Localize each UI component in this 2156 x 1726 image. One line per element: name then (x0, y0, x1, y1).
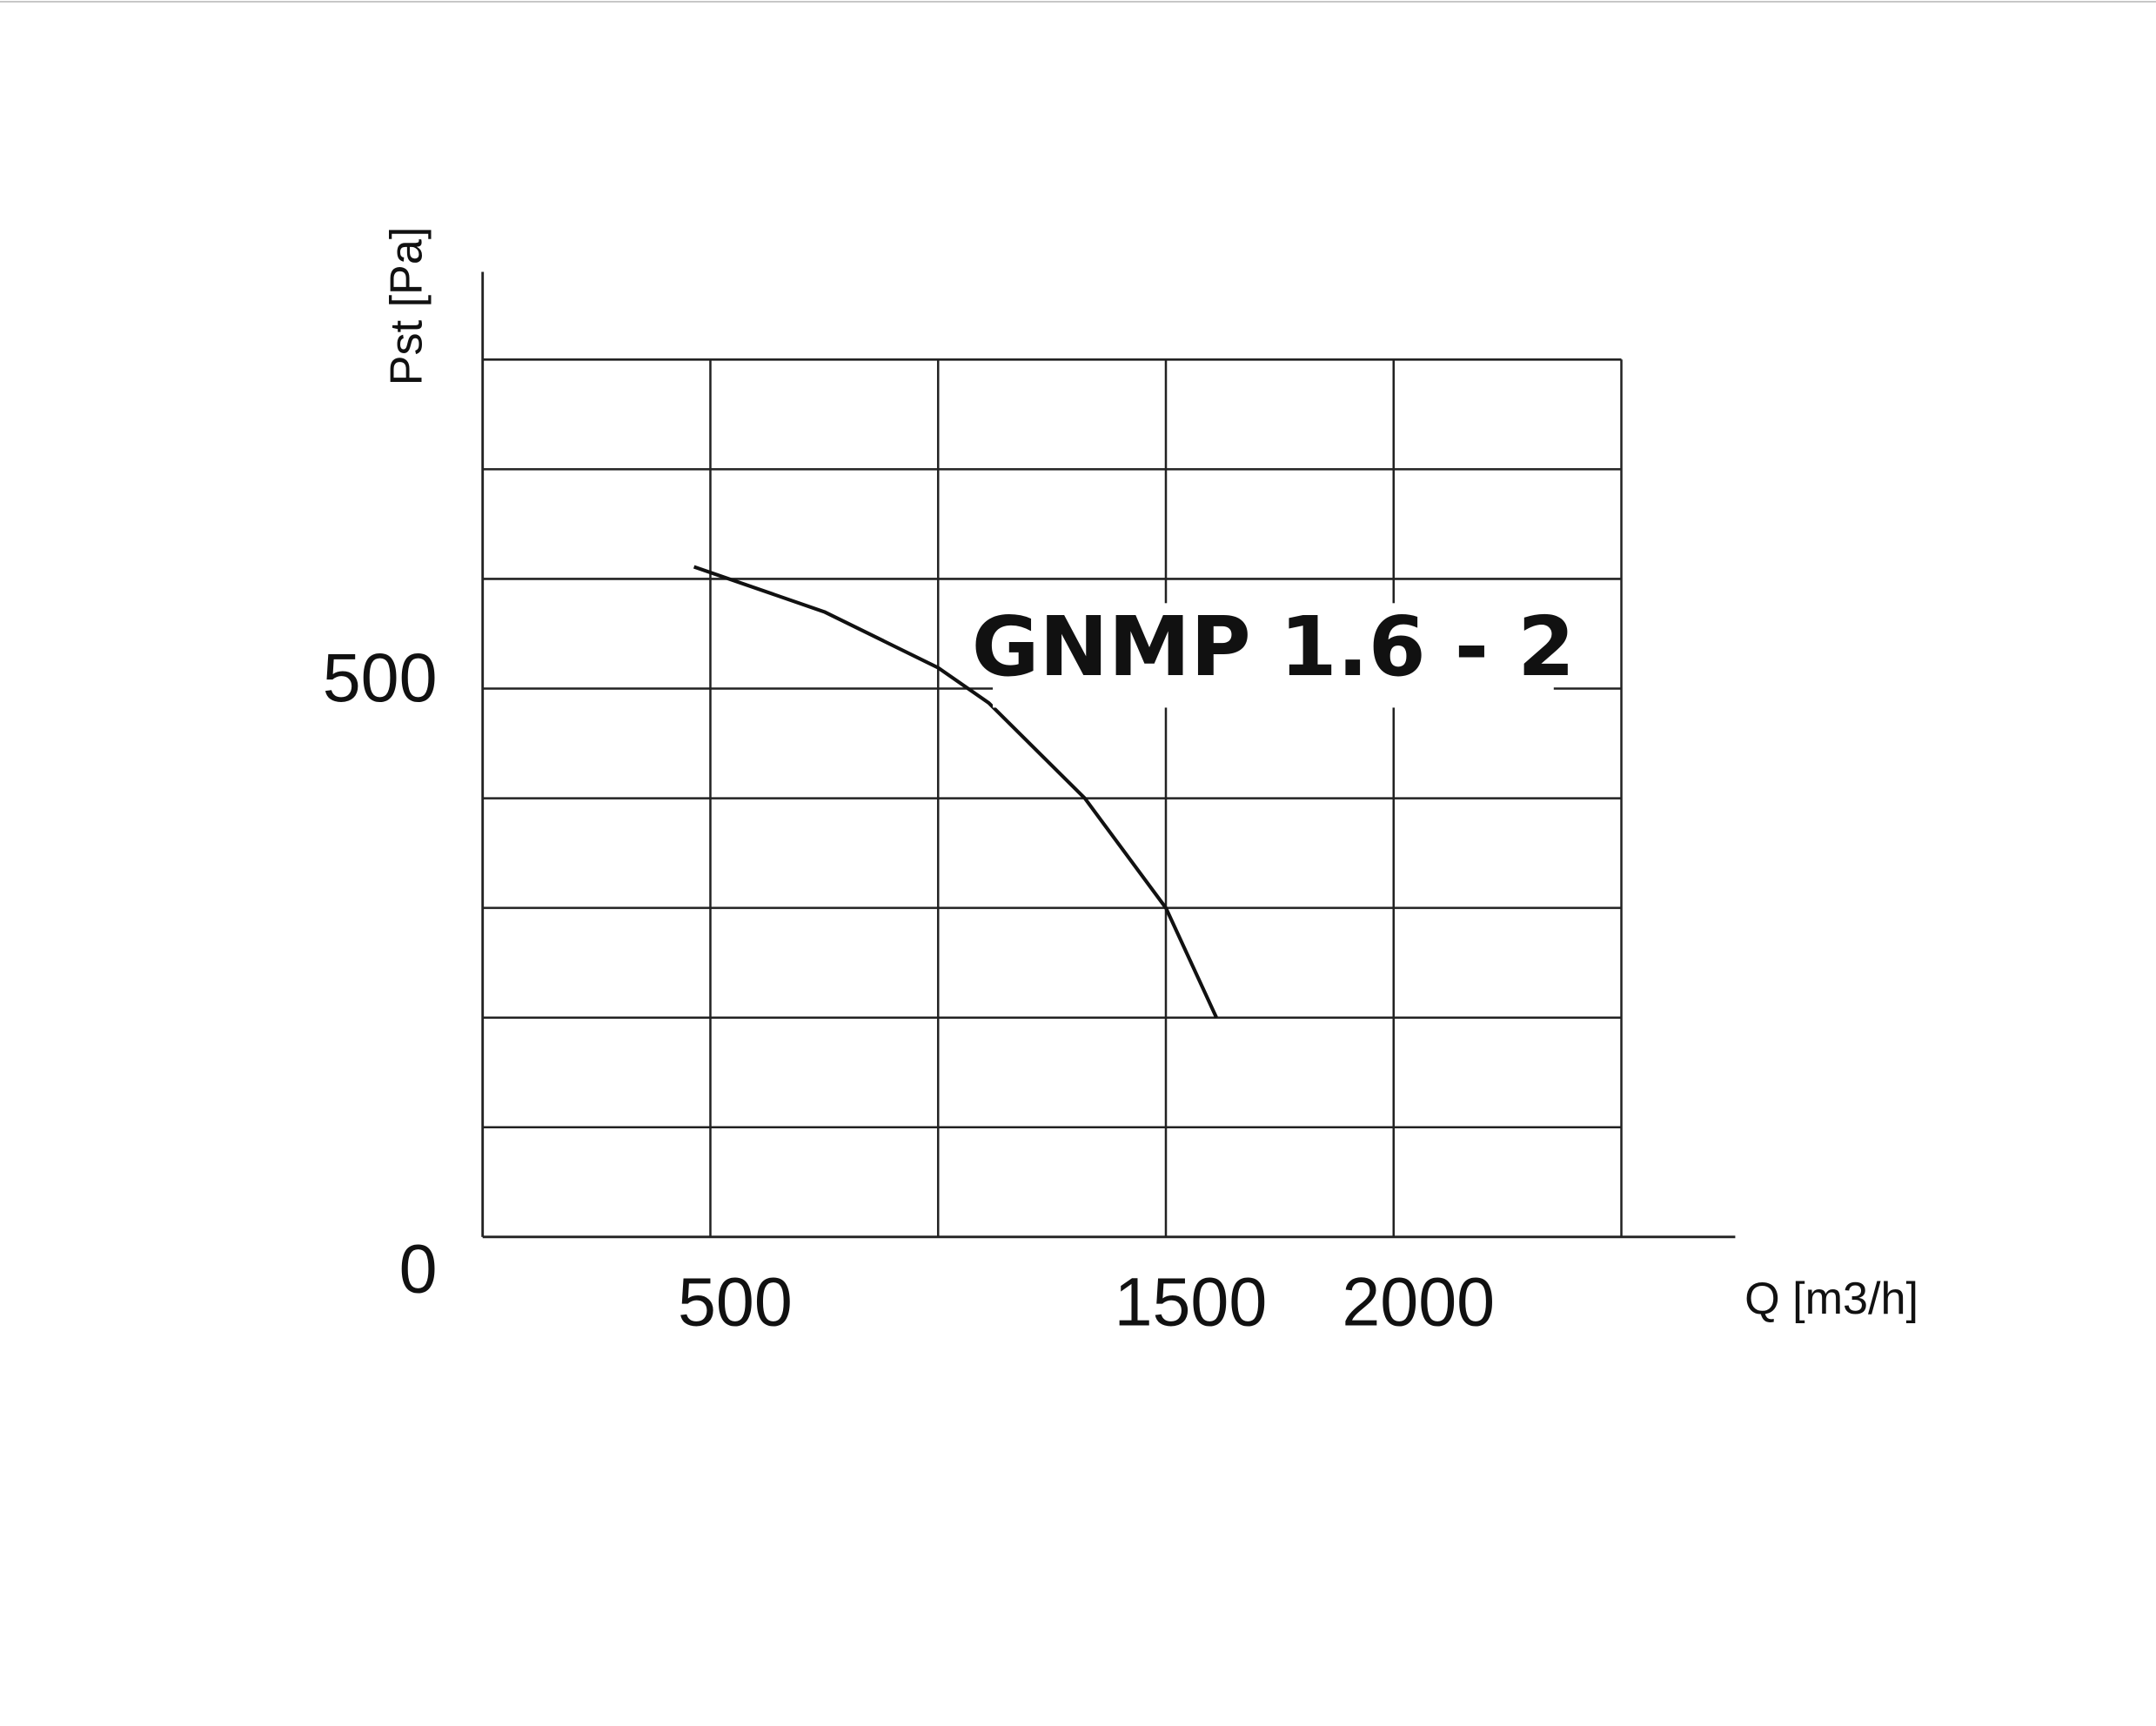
plot (693, 565, 1218, 1019)
annotation: GNMP 1.6 - 2 (972, 599, 1575, 695)
performance-curve (693, 565, 1218, 1019)
axes: 500 1500 2000 0 500 (323, 271, 1736, 1340)
x-tick-label: 2000 (1342, 1262, 1495, 1340)
y-tick-label: 0 (399, 1229, 438, 1307)
x-tick-label: 1500 (1115, 1262, 1268, 1340)
x-tick-label: 500 (678, 1262, 793, 1340)
annotation-box (993, 603, 1554, 708)
grid (482, 358, 1623, 1237)
y-axis-label: Pst [Pa] (382, 227, 432, 386)
x-axis-label: Q [m3/h] (1744, 1274, 1918, 1324)
y-tick-label: 500 (323, 639, 438, 716)
